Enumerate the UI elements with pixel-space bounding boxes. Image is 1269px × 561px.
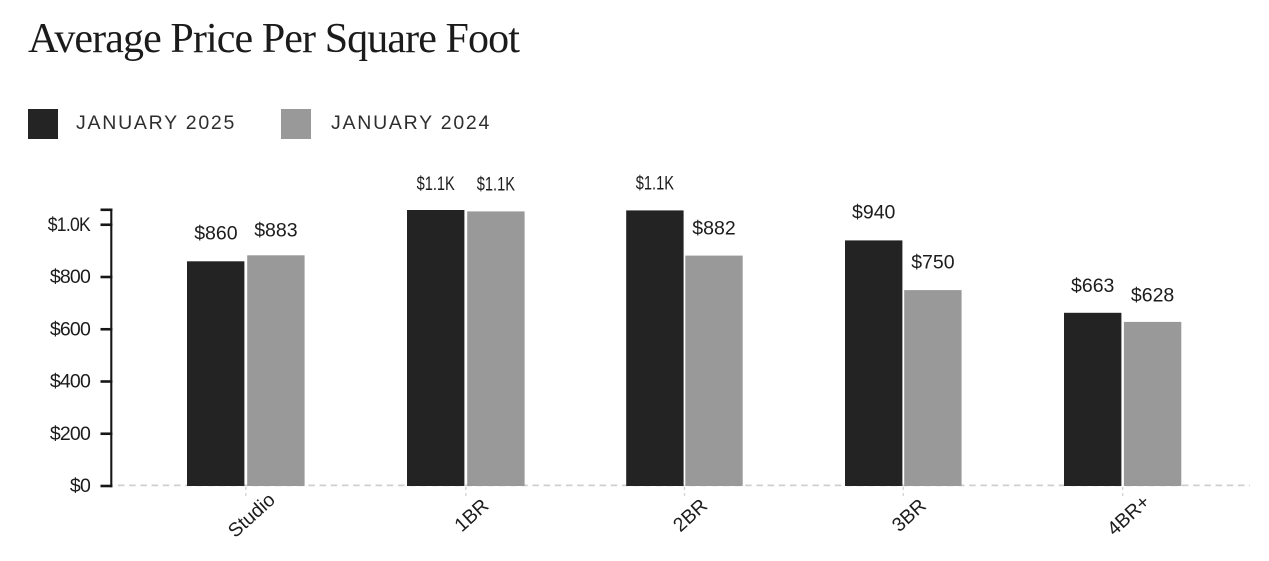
svg-text:4BR+: 4BR+ (1103, 491, 1154, 540)
svg-text:1BR: 1BR (450, 495, 493, 537)
svg-text:$1.1K: $1.1K (636, 171, 675, 194)
svg-text:$628: $628 (1131, 285, 1174, 307)
svg-text:$800: $800 (50, 266, 91, 288)
svg-text:2BR: 2BR (669, 495, 712, 537)
svg-text:$1.1K: $1.1K (417, 172, 456, 195)
svg-text:$750: $750 (911, 252, 955, 274)
svg-text:$1.1K: $1.1K (477, 172, 516, 195)
svg-text:$200: $200 (50, 423, 91, 445)
svg-text:$883: $883 (254, 219, 297, 241)
svg-text:$0: $0 (70, 475, 91, 497)
svg-text:$1.0K: $1.0K (48, 213, 92, 235)
svg-text:$882: $882 (692, 218, 735, 240)
svg-text:$663: $663 (1071, 275, 1114, 297)
svg-text:$600: $600 (50, 319, 91, 341)
svg-text:$940: $940 (852, 202, 896, 224)
svg-text:$400: $400 (50, 371, 91, 393)
svg-text:Studio: Studio (224, 489, 280, 542)
svg-text:$860: $860 (194, 223, 238, 245)
svg-text:3BR: 3BR (888, 495, 931, 537)
